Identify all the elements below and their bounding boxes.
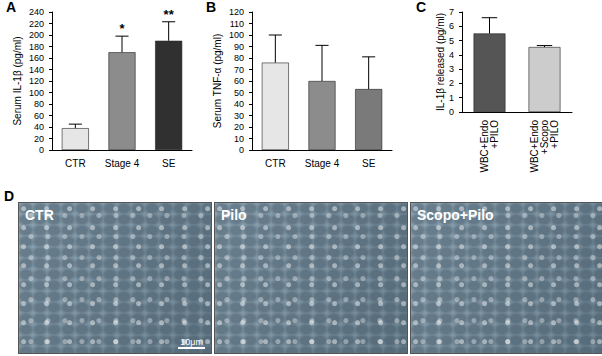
svg-text:200: 200 (29, 30, 44, 40)
svg-text:160: 160 (29, 53, 44, 63)
svg-text:0: 0 (239, 145, 244, 155)
svg-text:3: 3 (449, 64, 454, 74)
svg-text:1: 1 (449, 93, 454, 103)
svg-text:80: 80 (34, 99, 44, 109)
svg-text:Stage 4: Stage 4 (105, 158, 140, 169)
svg-text:20: 20 (34, 134, 44, 144)
html-text:D: D (4, 188, 15, 204)
svg-text:70: 70 (234, 65, 244, 75)
svg-text:90: 90 (234, 42, 244, 52)
html-text:CTR: CTR (25, 207, 54, 223)
svg-text:0: 0 (449, 107, 454, 117)
svg-text:SE: SE (162, 158, 176, 169)
svg-text:Serum TNF-α (pg/ml): Serum TNF-α (pg/ml) (212, 34, 223, 129)
svg-text:5: 5 (449, 36, 454, 46)
svg-text:120: 120 (29, 76, 44, 86)
svg-text:CTR: CTR (65, 158, 86, 169)
svg-text:110: 110 (230, 19, 244, 29)
svg-text:40: 40 (34, 122, 44, 132)
svg-text:A: A (6, 0, 16, 15)
html-text:10μm: 10μm (180, 337, 203, 347)
svg-text:30: 30 (234, 111, 244, 121)
svg-text:6: 6 (449, 21, 454, 31)
svg-text:+PILO: +PILO (549, 120, 560, 149)
svg-text:120: 120 (229, 7, 244, 17)
svg-text:0: 0 (39, 145, 44, 155)
svg-text:IL-1β released (pg/ml): IL-1β released (pg/ml) (435, 13, 446, 111)
svg-text:180: 180 (29, 42, 44, 52)
svg-text:2: 2 (449, 78, 454, 88)
svg-text:240: 240 (29, 7, 44, 17)
svg-text:7: 7 (449, 7, 454, 17)
svg-text:CTR: CTR (265, 158, 286, 169)
svg-text:100: 100 (229, 30, 244, 40)
html-text:Pilo: Pilo (221, 207, 247, 223)
svg-text:WBC+Endo: WBC+Endo (479, 120, 490, 173)
svg-text:10: 10 (234, 134, 244, 144)
svg-text:100: 100 (29, 88, 44, 98)
svg-text:Stage 4: Stage 4 (305, 158, 340, 169)
svg-text:20: 20 (234, 122, 244, 132)
svg-text:4: 4 (449, 50, 454, 60)
svg-text:+PILO: +PILO (489, 120, 500, 149)
svg-text:50: 50 (234, 88, 244, 98)
svg-text:220: 220 (29, 19, 44, 29)
svg-text:+Scopo: +Scopo (539, 120, 550, 155)
svg-text:**: ** (164, 7, 175, 22)
svg-text:*: * (119, 21, 125, 36)
svg-text:60: 60 (34, 111, 44, 121)
svg-text:60: 60 (234, 76, 244, 86)
svg-text:40: 40 (234, 99, 244, 109)
svg-text:C: C (416, 0, 426, 15)
svg-text:80: 80 (234, 53, 244, 63)
svg-text:Serum IL-1β (pg/ml): Serum IL-1β (pg/ml) (12, 36, 23, 125)
html-text:Scopo+Pilo: Scopo+Pilo (417, 207, 494, 223)
svg-text:WBC+Endo: WBC+Endo (529, 120, 540, 173)
svg-text:140: 140 (29, 65, 44, 75)
svg-text:SE: SE (362, 158, 376, 169)
svg-text:B: B (206, 0, 216, 15)
